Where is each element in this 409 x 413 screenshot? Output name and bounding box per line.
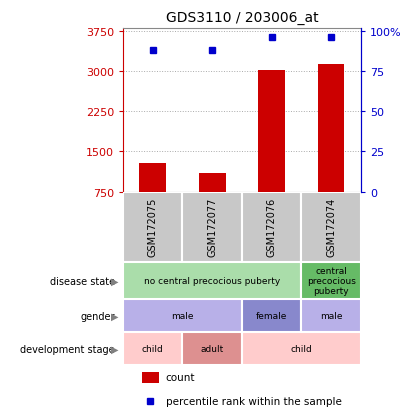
Text: ▶: ▶ xyxy=(111,311,119,321)
Bar xyxy=(241,192,301,262)
Bar xyxy=(258,71,284,192)
Text: development stage: development stage xyxy=(20,344,115,354)
Bar xyxy=(182,192,241,262)
Bar xyxy=(301,262,360,299)
Bar xyxy=(301,192,360,262)
Text: male: male xyxy=(171,311,193,320)
Text: child: child xyxy=(142,344,163,354)
Text: GSM172076: GSM172076 xyxy=(266,197,276,257)
Bar xyxy=(123,299,241,332)
Bar xyxy=(139,163,166,192)
Text: ▶: ▶ xyxy=(111,276,119,286)
Text: GSM172077: GSM172077 xyxy=(207,197,217,257)
Text: child: child xyxy=(290,344,312,354)
Bar xyxy=(198,173,225,192)
Bar xyxy=(182,332,241,366)
Text: percentile rank within the sample: percentile rank within the sample xyxy=(165,396,341,406)
Text: male: male xyxy=(319,311,342,320)
Bar xyxy=(317,65,344,192)
Bar xyxy=(142,372,158,383)
Text: ▶: ▶ xyxy=(111,344,119,354)
Text: GSM172074: GSM172074 xyxy=(325,197,335,257)
Text: count: count xyxy=(165,373,195,382)
Title: GDS3110 / 203006_at: GDS3110 / 203006_at xyxy=(165,11,317,25)
Text: female: female xyxy=(255,311,287,320)
Text: disease state: disease state xyxy=(49,276,115,286)
Bar xyxy=(241,299,301,332)
Bar xyxy=(123,262,301,299)
Bar xyxy=(123,192,182,262)
Text: adult: adult xyxy=(200,344,223,354)
Bar xyxy=(301,299,360,332)
Text: central
precocious
puberty: central precocious puberty xyxy=(306,266,355,296)
Bar xyxy=(241,332,360,366)
Text: no central precocious puberty: no central precocious puberty xyxy=(144,276,280,285)
Text: GSM172075: GSM172075 xyxy=(147,197,157,257)
Text: gender: gender xyxy=(80,311,115,321)
Bar xyxy=(123,332,182,366)
